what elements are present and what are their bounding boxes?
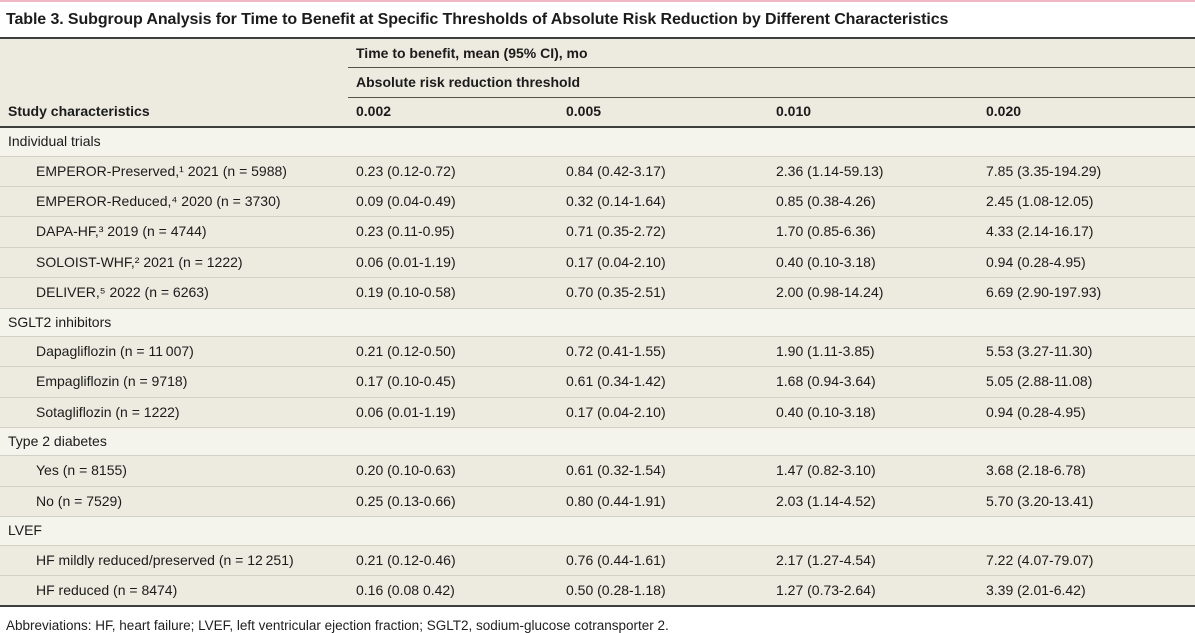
- row-label: Dapagliflozin (n = 11 007): [0, 335, 348, 367]
- value-cell: 4.33 (2.14-16.17): [978, 216, 1195, 248]
- value-cell: 0.17 (0.04-2.10): [558, 246, 768, 278]
- value-cell: 2.36 (1.14-59.13): [768, 155, 978, 187]
- value-cell: 1.70 (0.85-6.36): [768, 216, 978, 248]
- value-cell: 0.40 (0.10-3.18): [768, 246, 978, 278]
- value-cell: 0.25 (0.13-0.66): [348, 485, 558, 517]
- column-group-label: Time to benefit, mean (95% CI), mo: [348, 38, 1195, 69]
- value-cell: 5.53 (3.27-11.30): [978, 335, 1195, 367]
- value-cell: 0.16 (0.08 0.42): [348, 575, 558, 608]
- table-row: DAPA-HF,³ 2019 (n = 4744) 0.23 (0.11-0.95…: [0, 216, 1195, 248]
- threshold-column-header: 0.020: [978, 97, 1195, 129]
- section-header-row: SGLT2 inhibitors: [0, 307, 1195, 337]
- value-cell: 0.50 (0.28-1.18): [558, 575, 768, 608]
- subgroup-analysis-table: Time to benefit, mean (95% CI), mo Absol…: [0, 37, 1195, 608]
- value-cell: 5.70 (3.20-13.41): [978, 485, 1195, 517]
- table-row: HF reduced (n = 8474) 0.16 (0.08 0.42) 0.5…: [0, 575, 1195, 608]
- row-label: HF mildly reduced/preserved (n = 12 251): [0, 544, 348, 576]
- section-label: SGLT2 inhibitors: [0, 307, 1195, 337]
- row-label: Empagliflozin (n = 9718): [0, 366, 348, 398]
- value-cell: 0.21 (0.12-0.46): [348, 544, 558, 576]
- value-cell: 0.94 (0.28-4.95): [978, 246, 1195, 278]
- table-row: No (n = 7529) 0.25 (0.13-0.66) 0.80 (0.44-…: [0, 485, 1195, 517]
- table-body: Individual trials EMPEROR-Preserved,¹ 202…: [0, 126, 1195, 608]
- value-cell: 1.90 (1.11-3.85): [768, 335, 978, 367]
- row-label: Sotagliflozin (n = 1222): [0, 396, 348, 428]
- column-group-header-row: Time to benefit, mean (95% CI), mo: [0, 38, 1195, 69]
- section-label: Type 2 diabetes: [0, 427, 1195, 456]
- row-label: No (n = 7529): [0, 485, 348, 517]
- table-row: Dapagliflozin (n = 11 007) 0.21 (0.12-0.5…: [0, 335, 1195, 367]
- table-row: EMPEROR-Preserved,¹ 2021 (n = 5988) 0.23 …: [0, 155, 1195, 187]
- value-cell: 0.94 (0.28-4.95): [978, 396, 1195, 428]
- value-cell: 2.03 (1.14-4.52): [768, 485, 978, 517]
- value-cell: 3.39 (2.01-6.42): [978, 575, 1195, 608]
- value-cell: 7.85 (3.35-194.29): [978, 155, 1195, 187]
- value-cell: 1.27 (0.73-2.64): [768, 575, 978, 608]
- value-cell: 0.17 (0.10-0.45): [348, 366, 558, 398]
- value-cell: 2.00 (0.98-14.24): [768, 277, 978, 309]
- table-header: Time to benefit, mean (95% CI), mo Absol…: [0, 38, 1195, 129]
- abbreviations-footnote: Abbreviations: HF, heart failure; LVEF, …: [0, 607, 1195, 633]
- row-label: DELIVER,⁵ 2022 (n = 6263): [0, 277, 348, 309]
- threshold-column-header: 0.005: [558, 97, 768, 129]
- value-cell: 0.06 (0.01-1.19): [348, 246, 558, 278]
- table-row: DELIVER,⁵ 2022 (n = 6263) 0.19 (0.10-0.58…: [0, 277, 1195, 309]
- section-label: Individual trials: [0, 126, 1195, 157]
- row-label: Yes (n = 8155): [0, 455, 348, 487]
- value-cell: 6.69 (2.90-197.93): [978, 277, 1195, 309]
- top-accent-bar: [0, 0, 1195, 2]
- threshold-column-header: 0.002: [348, 97, 558, 129]
- value-cell: 0.71 (0.35-2.72): [558, 216, 768, 248]
- value-cell: 0.17 (0.04-2.10): [558, 396, 768, 428]
- value-cell: 0.72 (0.41-1.55): [558, 335, 768, 367]
- value-cell: 0.23 (0.12-0.72): [348, 155, 558, 187]
- section-label: LVEF: [0, 516, 1195, 546]
- section-header-row: LVEF: [0, 516, 1195, 546]
- column-header-row: Study characteristics 0.002 0.005 0.010 …: [0, 97, 1195, 129]
- value-cell: 0.23 (0.11-0.95): [348, 216, 558, 248]
- row-label: DAPA-HF,³ 2019 (n = 4744): [0, 216, 348, 248]
- row-label: SOLOIST-WHF,² 2021 (n = 1222): [0, 246, 348, 278]
- table-title: Table 3. Subgroup Analysis for Time to B…: [6, 11, 949, 28]
- section-header-row: Type 2 diabetes: [0, 427, 1195, 456]
- value-cell: 0.40 (0.10-3.18): [768, 396, 978, 428]
- value-cell: 0.09 (0.04-0.49): [348, 185, 558, 217]
- value-cell: 0.19 (0.10-0.58): [348, 277, 558, 309]
- row-label: EMPEROR-Preserved,¹ 2021 (n = 5988): [0, 155, 348, 187]
- value-cell: 0.20 (0.10-0.63): [348, 455, 558, 487]
- value-cell: 1.47 (0.82-3.10): [768, 455, 978, 487]
- row-header-label: Study characteristics: [0, 97, 348, 129]
- value-cell: 2.45 (1.08-12.05): [978, 185, 1195, 217]
- section-header-row: Individual trials: [0, 126, 1195, 157]
- header-stub-cell: [0, 38, 348, 68]
- header-stub-cell: [0, 68, 348, 97]
- value-cell: 0.84 (0.42-3.17): [558, 155, 768, 187]
- value-cell: 0.32 (0.14-1.64): [558, 185, 768, 217]
- table-row: SOLOIST-WHF,² 2021 (n = 1222) 0.06 (0.01-…: [0, 246, 1195, 278]
- value-cell: 7.22 (4.07-79.07): [978, 544, 1195, 576]
- table-row: HF mildly reduced/preserved (n = 12 251)…: [0, 544, 1195, 576]
- table-row: Yes (n = 8155) 0.20 (0.10-0.63) 0.61 (0.32…: [0, 455, 1195, 487]
- value-cell: 0.80 (0.44-1.91): [558, 485, 768, 517]
- value-cell: 0.76 (0.44-1.61): [558, 544, 768, 576]
- column-subgroup-label: Absolute risk reduction threshold: [348, 67, 1195, 98]
- column-subgroup-header-row: Absolute risk reduction threshold: [0, 67, 1195, 98]
- value-cell: 0.21 (0.12-0.50): [348, 335, 558, 367]
- value-cell: 0.06 (0.01-1.19): [348, 396, 558, 428]
- threshold-column-header: 0.010: [768, 97, 978, 129]
- value-cell: 3.68 (2.18-6.78): [978, 455, 1195, 487]
- table-row: Sotagliflozin (n = 1222) 0.06 (0.01-1.19)…: [0, 396, 1195, 428]
- table-row: Empagliflozin (n = 9718) 0.17 (0.10-0.45)…: [0, 366, 1195, 398]
- value-cell: 0.61 (0.32-1.54): [558, 455, 768, 487]
- table-row: EMPEROR-Reduced,⁴ 2020 (n = 3730) 0.09 (0…: [0, 185, 1195, 217]
- row-label: HF reduced (n = 8474): [0, 575, 348, 608]
- row-label: EMPEROR-Reduced,⁴ 2020 (n = 3730): [0, 185, 348, 217]
- value-cell: 0.70 (0.35-2.51): [558, 277, 768, 309]
- value-cell: 1.68 (0.94-3.64): [768, 366, 978, 398]
- value-cell: 2.17 (1.27-4.54): [768, 544, 978, 576]
- value-cell: 0.85 (0.38-4.26): [768, 185, 978, 217]
- value-cell: 0.61 (0.34-1.42): [558, 366, 768, 398]
- value-cell: 5.05 (2.88-11.08): [978, 366, 1195, 398]
